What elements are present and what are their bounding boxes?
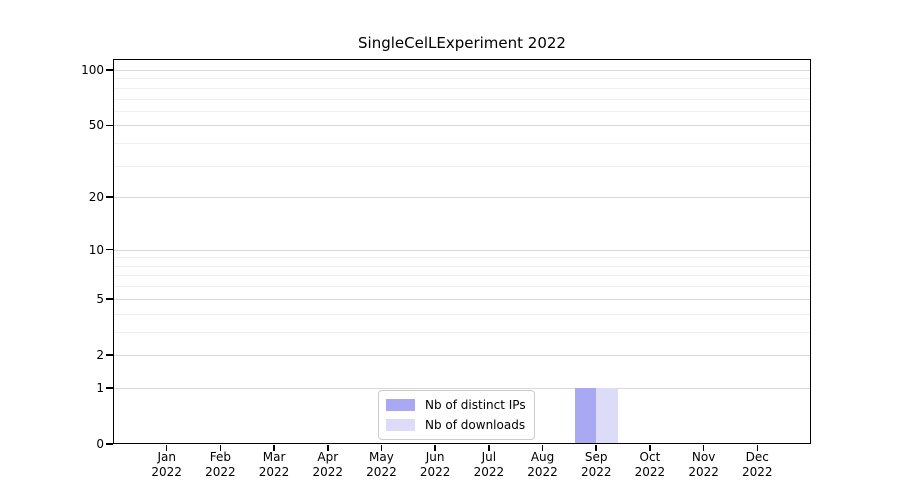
x-tick-mark [273, 445, 275, 451]
x-tick-year: 2022 [742, 465, 773, 479]
gridline-layer [113, 59, 811, 444]
x-tick-year: 2022 [527, 465, 558, 479]
y-tick-mark [106, 196, 113, 198]
x-tick-year: 2022 [580, 465, 612, 479]
x-tick-label: Nov 2022 [672, 450, 736, 480]
x-tick-mark [434, 445, 436, 451]
x-tick-month: Oct [639, 450, 661, 464]
x-tick-label: Sep 2022 [564, 450, 628, 480]
y-tick-label: 50 [88, 118, 104, 133]
y-tick-mark [106, 387, 113, 389]
major-gridline [113, 69, 811, 71]
x-tick-mark [595, 445, 597, 451]
x-tick-month: Jan [157, 450, 176, 464]
minor-gridline [113, 257, 811, 259]
y-tick-label: 100 [81, 62, 104, 77]
y-tick-mark [106, 124, 113, 127]
x-tick-mark [649, 445, 651, 451]
minor-gridline [113, 275, 811, 277]
bar-distinct-ips [574, 387, 597, 444]
legend-swatch [386, 399, 415, 411]
x-tick-mark [380, 445, 383, 451]
major-gridline [113, 197, 811, 199]
y-tick-label: 5 [96, 291, 104, 306]
y-tick-label: 10 [88, 242, 104, 257]
x-tick-label: Jan 2022 [135, 450, 199, 480]
minor-gridline [113, 165, 811, 167]
legend-swatch [386, 419, 415, 431]
major-gridline [113, 354, 811, 356]
x-tick-label: May 2022 [349, 450, 413, 480]
x-tick-year: 2022 [419, 465, 451, 479]
x-tick-label: Apr 2022 [296, 450, 360, 480]
x-tick-month: Dec [745, 450, 769, 464]
x-tick-label: Jul 2022 [457, 450, 521, 480]
x-tick-mark [219, 445, 222, 451]
legend-item: Nb of distinct IPs [386, 395, 526, 415]
x-tick-month: Sep [584, 450, 608, 464]
x-tick-month: Nov [691, 450, 716, 464]
x-tick-year: 2022 [312, 465, 344, 479]
x-tick-month: May [369, 450, 394, 464]
x-tick-label: Dec 2022 [725, 450, 789, 480]
major-gridline [113, 387, 811, 389]
x-tick-mark [756, 445, 759, 451]
major-gridline [113, 298, 811, 300]
x-tick-mark [488, 445, 490, 451]
minor-gridline [113, 286, 811, 288]
y-tick-label: 20 [88, 190, 104, 205]
x-tick-month: Jun [425, 450, 445, 464]
x-tick-year: 2022 [634, 465, 666, 479]
x-tick-month: Apr [317, 450, 339, 464]
x-tick-label: Feb 2022 [188, 450, 252, 480]
y-tick-label: 0 [96, 437, 104, 451]
legend-label: Nb of downloads [425, 418, 526, 432]
y-tick-label: 2 [96, 347, 104, 362]
x-tick-year: 2022 [688, 465, 719, 479]
x-tick-year: 2022 [366, 465, 397, 479]
x-tick-mark [541, 445, 544, 451]
x-tick-year: 2022 [151, 465, 182, 479]
x-tick-year: 2022 [205, 465, 236, 479]
bars-layer [113, 59, 811, 444]
y-tick-mark [106, 298, 113, 300]
x-tick-year: 2022 [258, 465, 290, 479]
x-tick-label: Aug 2022 [511, 450, 575, 480]
bar-downloads [596, 387, 618, 444]
x-tick-month: Feb [209, 450, 231, 464]
x-tick-label: Mar 2022 [242, 450, 306, 480]
minor-gridline [113, 313, 811, 315]
x-tick-month: Jul [481, 450, 497, 464]
legend-item: Nb of downloads [386, 415, 526, 435]
y-tick-mark [106, 354, 113, 356]
minor-gridline [113, 98, 811, 100]
x-tick-month: Aug [530, 450, 555, 464]
x-tick-mark [702, 445, 705, 451]
x-tick-year: 2022 [473, 465, 505, 479]
chart-title: SingleCelLExperiment 2022 [358, 34, 566, 52]
legend: Nb of distinct IPs Nb of downloads [378, 390, 535, 440]
y-tick-label: 1 [96, 380, 104, 395]
y-tick-mark [106, 248, 113, 251]
major-gridline [113, 249, 811, 251]
major-gridline [113, 125, 811, 127]
plot-area [113, 59, 811, 444]
legend-label: Nb of distinct IPs [425, 398, 526, 412]
minor-gridline [113, 265, 811, 267]
minor-gridline [113, 110, 811, 112]
x-tick-label: Oct 2022 [618, 450, 682, 480]
x-tick-month: Mar [262, 450, 286, 464]
x-tick-label: Jun 2022 [403, 450, 467, 480]
minor-gridline [113, 78, 811, 80]
minor-gridline [113, 331, 811, 333]
x-tick-mark [165, 445, 168, 451]
x-tick-mark [327, 445, 329, 451]
y-tick-mark [106, 443, 113, 445]
minor-gridline [113, 87, 811, 89]
minor-gridline [113, 143, 811, 145]
y-tick-mark [106, 69, 113, 71]
